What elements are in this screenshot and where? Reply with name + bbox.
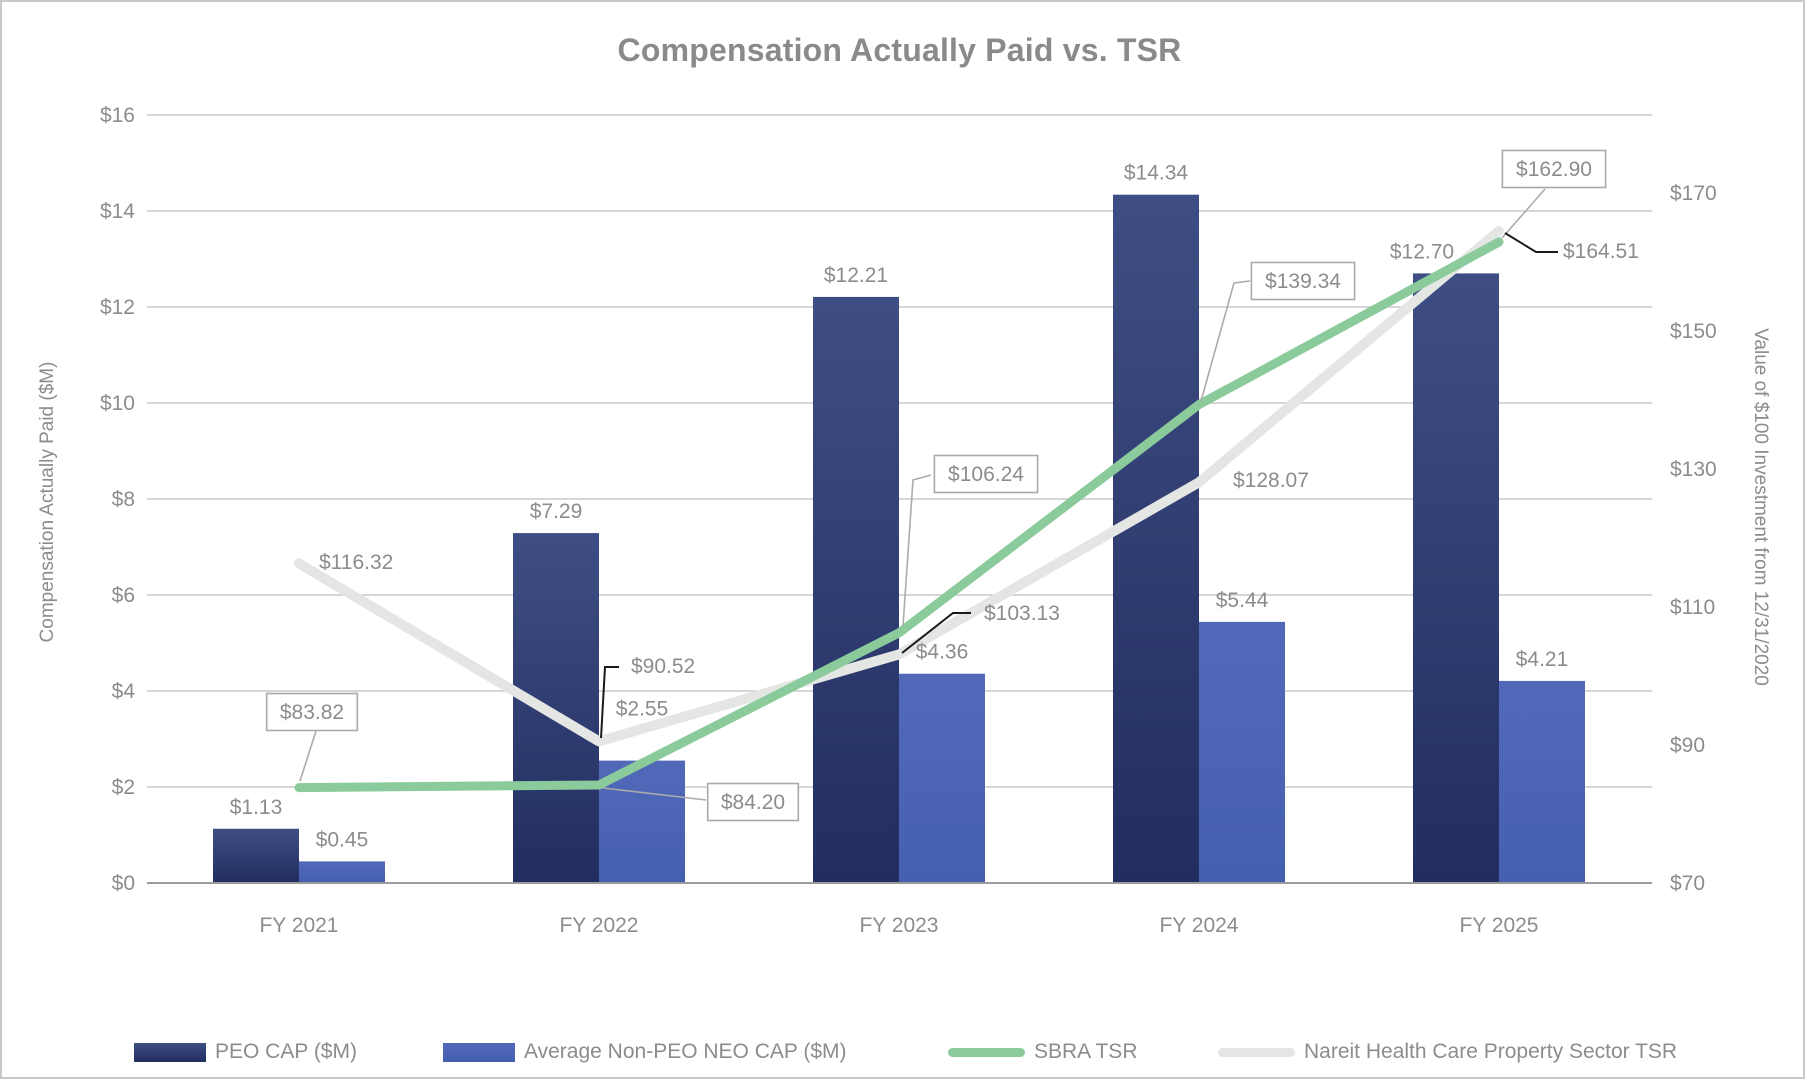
callout-box: $139.34 <box>1250 261 1356 301</box>
x-axis-label: FY 2021 <box>259 914 338 937</box>
svg-text:$5.44: $5.44 <box>1216 589 1269 612</box>
y-axis-right-ticks: $70 $90 $110 $130 $150 $170 <box>1670 182 1717 895</box>
bar-series-peo-cap <box>213 194 1499 883</box>
bar <box>1413 273 1499 883</box>
bar-series-non-peo-neo-cap <box>299 621 1585 883</box>
callout-box: $106.24 <box>933 454 1039 494</box>
peo-cap-swatch-icon <box>134 1042 206 1062</box>
line-series-sbra-tsr <box>294 237 1504 793</box>
non-peo-neo-cap-swatch-icon <box>443 1042 515 1062</box>
svg-text:$14: $14 <box>100 200 135 223</box>
callout-box: $162.90 <box>1501 149 1607 189</box>
bar <box>899 673 985 883</box>
legend-item-sbra-tsr: SBRA TSR <box>948 1032 1137 1072</box>
svg-text:$139.34: $139.34 <box>1265 270 1341 293</box>
svg-text:$170: $170 <box>1670 182 1717 205</box>
legend-label-non-peo-neo-cap: Average Non-PEO NEO CAP ($M) <box>524 1040 847 1063</box>
line-value-labels: $83.82 $84.20 $106.24 $139.34 $162.90 $11… <box>265 149 1639 822</box>
svg-text:$8: $8 <box>112 488 135 511</box>
legend-item-peo-cap: PEO CAP ($M) <box>134 1032 357 1072</box>
svg-text:$106.24: $106.24 <box>948 463 1024 486</box>
bar <box>213 828 299 883</box>
svg-text:$4: $4 <box>112 680 136 703</box>
x-axis-label: FY 2022 <box>559 914 638 937</box>
sbra-tsr-line-swatch-icon <box>948 1047 1025 1057</box>
svg-text:$83.82: $83.82 <box>280 701 344 724</box>
svg-text:$70: $70 <box>1670 872 1705 895</box>
chart-title: Compensation Actually Paid vs. TSR <box>617 32 1182 68</box>
svg-text:$12.70: $12.70 <box>1390 240 1454 263</box>
svg-text:$90: $90 <box>1670 734 1705 757</box>
svg-text:$7.29: $7.29 <box>530 500 583 523</box>
legend-label-sbra-tsr: SBRA TSR <box>1034 1040 1138 1063</box>
legend-label-peo-cap: PEO CAP ($M) <box>215 1040 357 1063</box>
svg-text:$84.20: $84.20 <box>721 791 785 814</box>
svg-text:$6: $6 <box>112 584 135 607</box>
callout-box: $83.82 <box>265 692 359 732</box>
svg-text:$110: $110 <box>1670 596 1715 619</box>
bar <box>299 861 385 883</box>
line-series-nareit-tsr <box>294 225 1504 747</box>
svg-text:$0.45: $0.45 <box>316 828 369 851</box>
line-value-label: $90.52 <box>631 655 695 678</box>
bar <box>1499 680 1585 883</box>
svg-text:$1.13: $1.13 <box>230 796 283 819</box>
svg-text:$12.21: $12.21 <box>824 264 888 287</box>
svg-text:$4.36: $4.36 <box>916 641 969 664</box>
svg-text:$10: $10 <box>100 392 135 415</box>
svg-text:$12: $12 <box>100 296 135 319</box>
svg-text:$150: $150 <box>1670 320 1717 343</box>
line-value-label: $128.07 <box>1233 469 1309 492</box>
line-value-label: $103.13 <box>984 602 1060 625</box>
svg-text:$2: $2 <box>112 776 135 799</box>
legend-item-non-peo-neo-cap: Average Non-PEO NEO CAP ($M) <box>443 1032 847 1072</box>
annotation-leaders <box>299 188 1558 801</box>
legend: PEO CAP ($M) Average Non-PEO NEO CAP ($M… <box>2 1032 1803 1072</box>
callout-box: $84.20 <box>706 782 800 822</box>
svg-text:$0: $0 <box>112 872 135 895</box>
x-axis-labels: FY 2021 FY 2022 FY 2023 FY 2024 FY 2025 <box>259 914 1538 937</box>
line-value-label: $116.32 <box>319 551 393 574</box>
svg-text:$2.55: $2.55 <box>616 698 669 721</box>
svg-text:$130: $130 <box>1670 458 1717 481</box>
bar-value-labels: $1.13 $7.29 $12.21 $14.34 $12.70 $0.45 $2.55 $4… <box>230 162 1569 852</box>
legend-label-nareit-tsr: Nareit Health Care Property Sector TSR <box>1304 1040 1678 1063</box>
bar <box>513 533 599 883</box>
svg-text:$14.34: $14.34 <box>1124 162 1189 185</box>
legend-item-nareit-tsr: Nareit Health Care Property Sector TSR <box>1218 1032 1677 1072</box>
svg-text:$16: $16 <box>100 104 135 127</box>
bar <box>813 296 899 883</box>
x-axis-label: FY 2024 <box>1159 914 1238 937</box>
nareit-tsr-line-swatch-icon <box>1218 1047 1295 1057</box>
line-value-label: $164.51 <box>1563 240 1639 263</box>
svg-text:$4.21: $4.21 <box>1516 648 1569 671</box>
bar <box>1113 194 1199 883</box>
bar <box>1199 621 1285 883</box>
y-axis-left-ticks: $0 $2 $4 $6 $8 $10 $12 $14 $16 <box>100 104 135 895</box>
x-axis-label: FY 2023 <box>859 914 938 937</box>
x-axis-label: FY 2025 <box>1459 914 1538 937</box>
svg-text:$162.90: $162.90 <box>1516 158 1592 181</box>
